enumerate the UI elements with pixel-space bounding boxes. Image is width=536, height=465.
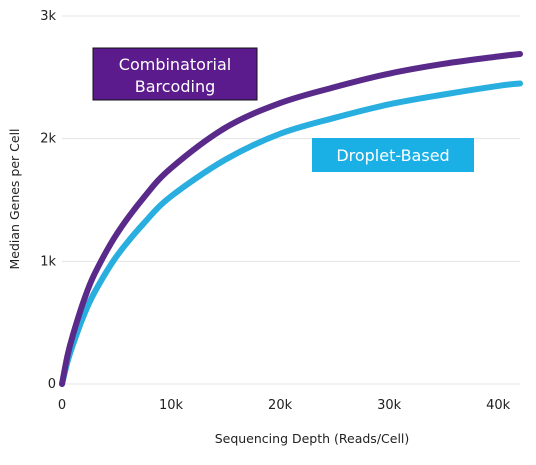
x-tick-label: 20k	[268, 398, 293, 413]
label-line-droplet: Droplet-Based	[336, 146, 449, 165]
gridlines	[62, 15, 520, 385]
series-label-droplet: Droplet-Based	[312, 138, 474, 172]
label-line-2: Barcoding	[135, 77, 216, 96]
series-lines	[59, 51, 523, 387]
x-tick-label: 0	[58, 398, 66, 413]
label-box-droplet	[312, 138, 474, 172]
x-tick-label: 30k	[377, 398, 402, 413]
y-tick-label: 0	[48, 377, 56, 392]
y-axis-ticks: 0 1k 2k 3k	[40, 9, 56, 392]
x-tick-label: 40k	[486, 398, 511, 413]
series-line-combinatorial	[59, 51, 523, 387]
x-axis-title: Sequencing Depth (Reads/Cell)	[215, 431, 410, 446]
series-line-droplet	[59, 80, 523, 387]
y-tick-label: 1k	[40, 254, 56, 269]
y-tick-label: 2k	[40, 132, 56, 147]
x-axis-ticks: 0 10k 20k 30k 40k	[58, 398, 511, 413]
label-line-1: Combinatorial	[119, 55, 231, 74]
y-tick-label: 3k	[40, 9, 56, 24]
label-box-combinatorial	[92, 47, 258, 101]
x-tick-label: 10k	[159, 398, 184, 413]
series-label-combinatorial: Combinatorial Barcoding	[92, 47, 258, 101]
y-axis-title: Median Genes per Cell	[7, 128, 22, 269]
